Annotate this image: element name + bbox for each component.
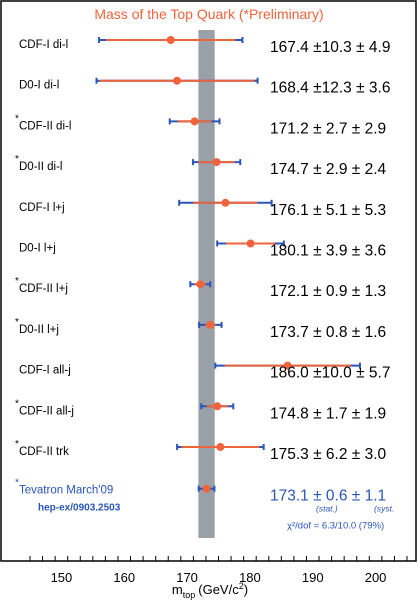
data-point bbox=[166, 36, 175, 44]
preliminary-star: * bbox=[15, 398, 19, 409]
chart-title: Mass of the Top Quark (*Preliminary) bbox=[94, 6, 323, 22]
data-point bbox=[206, 320, 215, 329]
chi2-text: χ²/dof = 6.3/10.0 (79%) bbox=[287, 521, 384, 532]
combined-label: Tevatron March'09 bbox=[19, 485, 113, 497]
x-axis-label-end: ) bbox=[244, 582, 248, 597]
x-tick-label: 200 bbox=[365, 570, 387, 585]
measurement-value: 176.1 ± 5.1 ± 5.3 bbox=[270, 202, 386, 219]
measurement-value: 174.8 ± 1.7 ± 1.9 bbox=[270, 405, 386, 422]
measurement-value: 175.3 ± 6.2 ± 3.0 bbox=[270, 446, 387, 463]
data-point bbox=[216, 443, 225, 451]
measurement-label: D0-I di-l bbox=[19, 80, 59, 92]
measurement-label: D0-II di-l bbox=[19, 161, 62, 173]
measurement-row: *CDF-II di-l 171.2 ± 2.7 ± 2.9 bbox=[15, 113, 386, 137]
preliminary-star: * bbox=[15, 154, 19, 165]
measurement-value: 171.2 ± 2.7 ± 2.9 bbox=[270, 120, 386, 137]
preliminary-star: * bbox=[15, 113, 19, 124]
x-tick-label: 190 bbox=[302, 570, 324, 585]
measurement-value: 168.4 ±12.3 ± 3.6 bbox=[270, 80, 390, 97]
combined-value: 173.1 ± 0.6 ± 1.1 bbox=[270, 488, 386, 505]
data-point bbox=[221, 198, 230, 207]
data-point bbox=[283, 361, 292, 370]
measurement-label: CDF-II di-l bbox=[19, 120, 71, 132]
measurement-row: *CDF-II l+j 172.1 ± 0.9 ± 1.3 bbox=[15, 276, 386, 300]
measurement-label: D0-II l+j bbox=[19, 324, 59, 336]
measurement-row: *D0-II di-l 174.7 ± 2.9 ± 2.4 bbox=[15, 154, 387, 178]
measurement-rows: CDF-I di-l 167.4 ±10.3 ± 4.9 D0-I di-l 168.… bbox=[15, 36, 394, 532]
plot-frame bbox=[0, 0, 417, 562]
measurement-row: CDF-I all-j 186.0 ±10.0 ± 5.7 bbox=[19, 361, 390, 382]
measurement-value: 186.0 ±10.0 ± 5.7 bbox=[270, 365, 390, 382]
measurement-label: D0-I l+j bbox=[19, 243, 56, 255]
measurement-row: *CDF-II trk 175.3 ± 6.2 ± 3.0 bbox=[15, 439, 387, 463]
preliminary-star: * bbox=[15, 439, 19, 450]
data-point bbox=[173, 76, 182, 85]
measurement-label: CDF-I di-l bbox=[19, 39, 68, 51]
combined-row: *Tevatron March'09 hep-ex/0903.2503 173.1 … bbox=[15, 478, 394, 532]
measurement-row: *D0-II l+j 173.7 ± 0.8 ± 1.6 bbox=[15, 317, 386, 341]
measurement-value: 180.1 ± 3.9 ± 3.6 bbox=[270, 243, 386, 260]
combined-reference: hep-ex/0903.2503 bbox=[38, 503, 121, 514]
x-tick-label: 160 bbox=[113, 570, 135, 585]
preliminary-star: * bbox=[15, 276, 19, 287]
data-point bbox=[202, 484, 211, 493]
x-axis-label-subscript: top bbox=[183, 590, 196, 600]
measurement-label: CDF-I all-j bbox=[19, 365, 71, 377]
measurement-value: 173.7 ± 0.8 ± 1.6 bbox=[270, 324, 386, 341]
measurement-row: CDF-I l+j 176.1 ± 5.1 ± 5.3 bbox=[19, 198, 386, 219]
measurement-row: D0-I di-l 168.4 ±12.3 ± 3.6 bbox=[19, 76, 390, 97]
x-axis-label-unit: (GeV/c bbox=[198, 582, 239, 597]
measurement-label: CDF-II l+j bbox=[19, 283, 68, 295]
measurement-label: CDF-I l+j bbox=[19, 202, 65, 214]
x-axis-label-main: m bbox=[172, 582, 183, 597]
measurement-row: D0-I l+j 180.1 ± 3.9 ± 3.6 bbox=[19, 239, 386, 260]
preliminary-star: * bbox=[15, 317, 19, 328]
data-point bbox=[213, 402, 222, 411]
x-axis-label-superscript: 2 bbox=[239, 581, 244, 591]
x-axis-label: mtop (GeV/c2) bbox=[172, 581, 248, 600]
x-tick-label: 150 bbox=[51, 570, 73, 585]
data-point bbox=[196, 280, 205, 289]
x-axis: 150 160 170 180 190 200 bbox=[29, 556, 408, 585]
x-tick-label: 180 bbox=[239, 570, 261, 585]
measurement-row: *CDF-II all-j 174.8 ± 1.7 ± 1.9 bbox=[15, 398, 386, 422]
stat-label: (stat.) bbox=[316, 504, 338, 514]
data-point bbox=[190, 117, 199, 126]
measurement-value: 172.1 ± 0.9 ± 1.3 bbox=[270, 283, 386, 300]
data-point bbox=[246, 239, 255, 248]
measurement-row: CDF-I di-l 167.4 ±10.3 ± 4.9 bbox=[19, 36, 390, 56]
data-point bbox=[212, 158, 221, 167]
measurement-value: 167.4 ±10.3 ± 4.9 bbox=[270, 39, 390, 56]
syst-label: (syst. bbox=[374, 504, 394, 514]
measurement-label: CDF-II trk bbox=[19, 446, 69, 458]
preliminary-star: * bbox=[15, 478, 19, 489]
measurement-value: 174.7 ± 2.9 ± 2.4 bbox=[270, 161, 387, 178]
x-tick-label: 170 bbox=[176, 570, 198, 585]
measurement-label: CDF-II all-j bbox=[19, 405, 74, 417]
